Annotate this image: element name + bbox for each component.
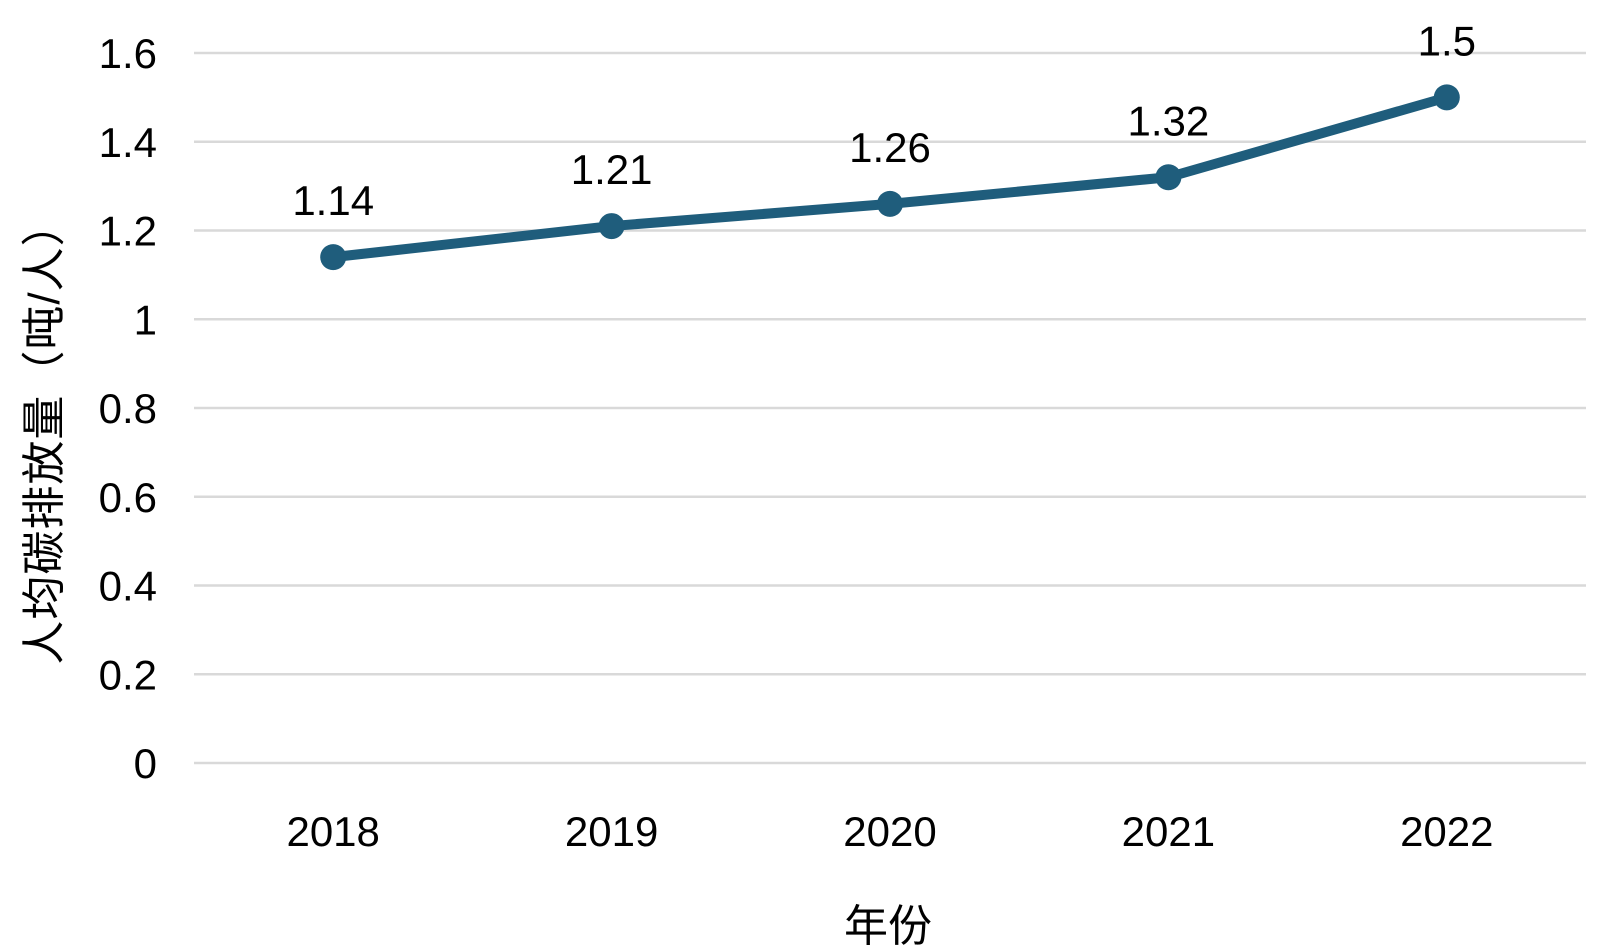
data-point-label: 1.14 [292,177,374,224]
y-tick-label: 1.2 [99,208,157,255]
data-point-label: 1.26 [849,124,931,171]
data-point-marker [1433,84,1460,111]
x-axis-title: 年份 [844,902,932,950]
x-tick-label: 2018 [286,808,379,855]
data-point-label: 1.21 [571,146,653,193]
y-tick-label: 1.6 [99,30,157,77]
y-tick-label: 1.4 [99,119,157,166]
x-tick-label: 2019 [565,808,658,855]
y-tick-label: 1 [134,296,157,343]
x-tick-label: 2020 [843,808,936,855]
data-point-marker [598,213,625,240]
y-tick-label: 0.4 [99,563,157,610]
y-tick-label: 0.2 [99,651,157,698]
data-point-marker [877,190,903,217]
x-tick-label: 2022 [1400,808,1493,855]
x-tick-label: 2021 [1122,808,1215,855]
y-tick-label: 0.8 [99,385,157,432]
data-point-label: 1.5 [1418,17,1476,64]
data-point-label: 1.32 [1128,97,1210,144]
y-tick-label: 0.6 [99,474,157,521]
y-tick-label: 0 [134,740,157,787]
data-point-marker [320,244,347,271]
data-series-line [328,92,1452,263]
data-point-marker [1155,164,1182,191]
